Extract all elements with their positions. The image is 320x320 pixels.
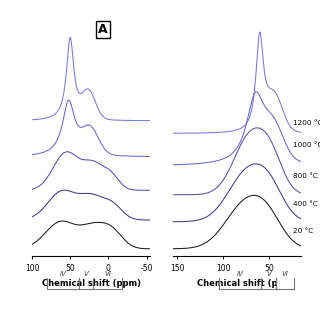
Text: V: V [84,271,89,277]
Text: VI: VI [104,271,111,277]
Text: 1200 °C: 1200 °C [292,120,320,126]
Text: 1000 °C: 1000 °C [292,142,320,148]
Text: V: V [267,271,271,277]
Text: 20 °C: 20 °C [292,228,313,234]
Text: IV: IV [60,271,67,277]
X-axis label: Chemical shift (p: Chemical shift (p [196,279,277,288]
Text: 400 °C: 400 °C [292,201,317,207]
X-axis label: Chemical shift (ppm): Chemical shift (ppm) [42,279,141,288]
Text: VI: VI [282,271,289,277]
Text: 800 °C: 800 °C [292,173,317,179]
Text: A: A [98,23,108,36]
Text: IV: IV [236,271,244,277]
